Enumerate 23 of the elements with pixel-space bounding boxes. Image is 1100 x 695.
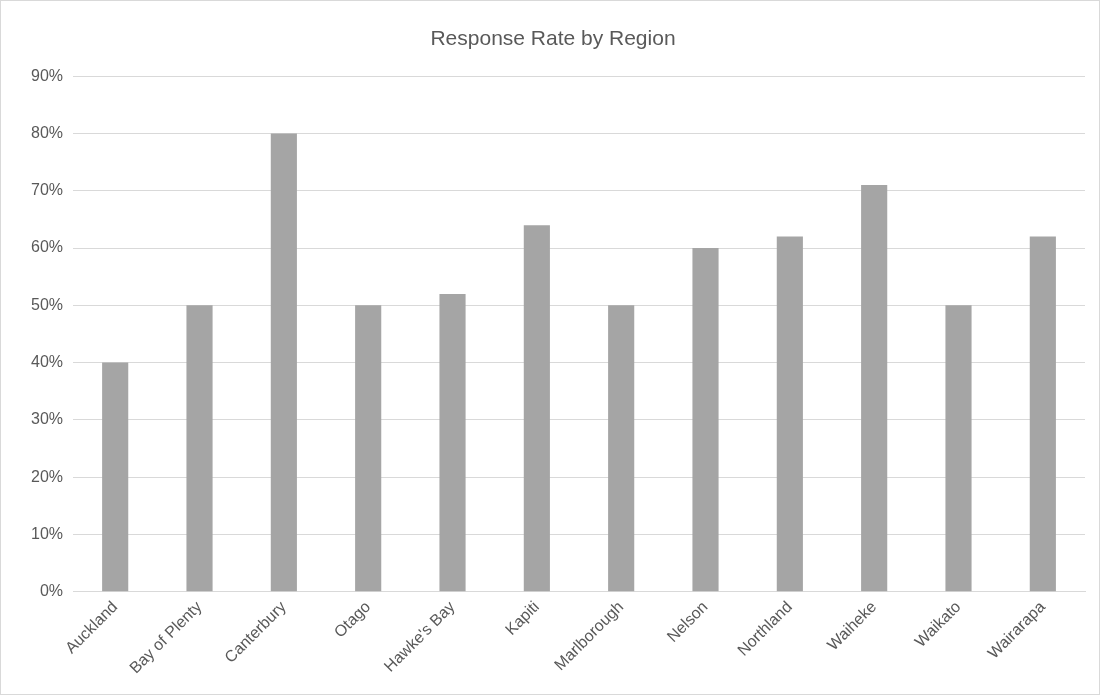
y-tick-label: 10% — [30, 524, 64, 542]
y-tick-label: 90% — [30, 66, 64, 84]
bar — [270, 133, 297, 592]
y-tick-label: 30% — [30, 410, 64, 428]
y-tick-label: 0% — [39, 582, 64, 600]
bar — [776, 236, 803, 592]
y-tick-label: 60% — [30, 238, 64, 256]
bar — [1029, 236, 1056, 592]
y-tick-label: 40% — [30, 353, 64, 371]
y-tick-label: 20% — [30, 467, 64, 485]
bar — [945, 305, 972, 592]
y-tick-label: 80% — [30, 123, 64, 141]
bar — [861, 185, 888, 592]
bar — [355, 305, 382, 592]
y-tick-label: 70% — [30, 181, 64, 199]
bar — [523, 225, 550, 592]
y-tick-label: 50% — [30, 295, 64, 313]
chart-title: Response Rate by Region — [430, 26, 676, 50]
bar — [692, 248, 719, 592]
bar — [608, 305, 635, 592]
bar — [102, 362, 129, 592]
bar — [439, 293, 466, 592]
bar — [186, 305, 213, 592]
